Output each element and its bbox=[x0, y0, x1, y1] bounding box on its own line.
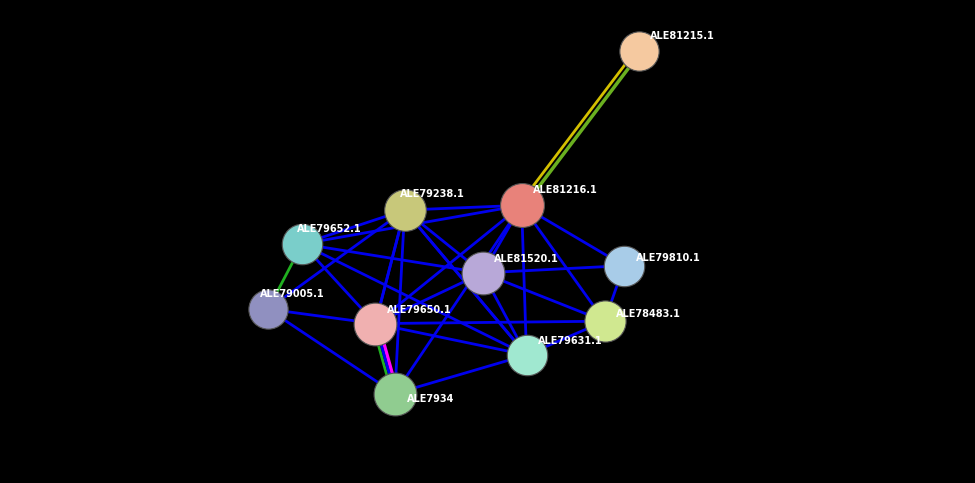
Point bbox=[294, 240, 310, 248]
Text: ALE79238.1: ALE79238.1 bbox=[400, 189, 464, 199]
Text: ALE78483.1: ALE78483.1 bbox=[616, 309, 682, 319]
Text: ALE79810.1: ALE79810.1 bbox=[636, 253, 700, 263]
Text: ALE7934: ALE7934 bbox=[407, 394, 454, 404]
Point bbox=[514, 201, 529, 209]
Text: ALE81520.1: ALE81520.1 bbox=[494, 254, 559, 264]
Text: ALE79631.1: ALE79631.1 bbox=[538, 336, 603, 346]
Point bbox=[397, 206, 412, 214]
Point bbox=[475, 269, 490, 277]
Point bbox=[519, 351, 534, 359]
Text: ALE81216.1: ALE81216.1 bbox=[533, 185, 598, 195]
Text: ALE79650.1: ALE79650.1 bbox=[387, 305, 451, 315]
Point bbox=[368, 320, 383, 327]
Text: ALE81215.1: ALE81215.1 bbox=[650, 31, 715, 41]
Point bbox=[631, 47, 646, 55]
Text: ALE79652.1: ALE79652.1 bbox=[297, 224, 362, 234]
Point bbox=[616, 262, 632, 270]
Text: ALE79005.1: ALE79005.1 bbox=[260, 289, 325, 299]
Point bbox=[597, 317, 612, 325]
Point bbox=[260, 305, 276, 313]
Point bbox=[387, 390, 403, 398]
